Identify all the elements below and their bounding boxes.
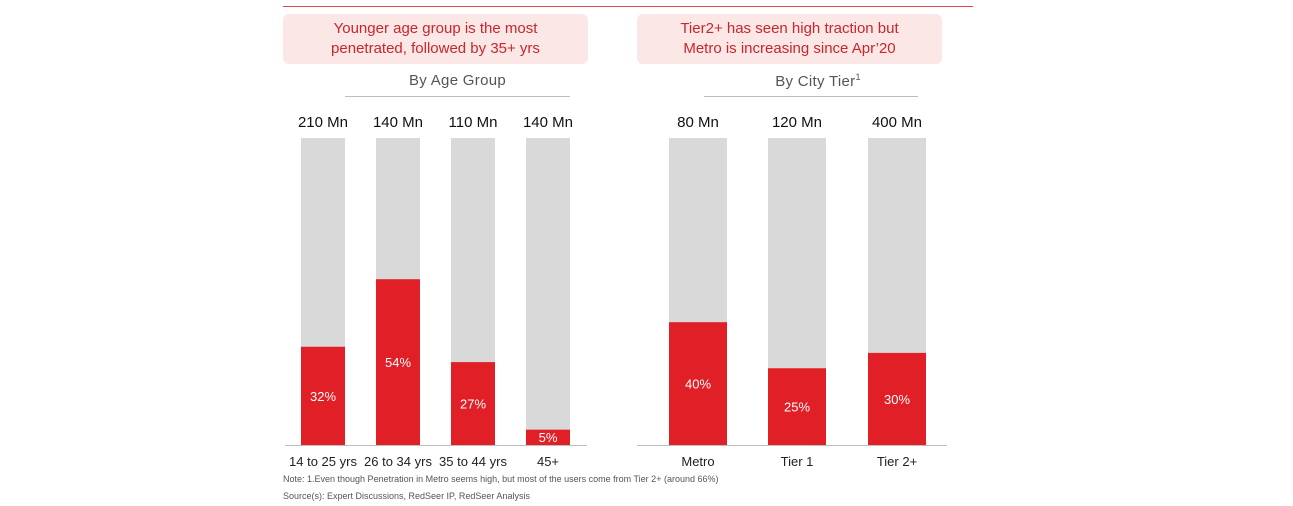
city-value-label-1: 25% (784, 400, 810, 415)
callout-city-line-1: Tier2+ has seen high traction but (680, 20, 899, 37)
callout-age-line-1: Younger age group is the most (333, 20, 538, 37)
footnote: Note: 1.Even though Penetration in Metro… (283, 474, 719, 484)
section-title-age: By Age Group (345, 72, 570, 89)
section-title-city: By City Tier1 (718, 72, 918, 90)
age-bar-0 (301, 346, 345, 445)
age-bar-3 (526, 429, 570, 445)
city-category-label-2: Tier 2+ (877, 454, 917, 469)
age-bar-1 (376, 279, 420, 445)
age-total-label-2: 110 Mn (449, 114, 498, 131)
age-value-label-3: 5% (539, 430, 558, 445)
callout-city-tier: Tier2+ has seen high traction but Metro … (637, 14, 942, 64)
city-value-label-0: 40% (685, 377, 711, 392)
age-category-label-0: 14 to 25 yrs (289, 454, 357, 469)
source-note: Source(s): Expert Discussions, RedSeer I… (283, 491, 530, 501)
age-category-label-1: 26 to 34 yrs (364, 454, 432, 469)
section-rule-age (345, 96, 570, 97)
city-total-label-2: 400 Mn (872, 114, 922, 131)
city-bar-2 (868, 352, 926, 445)
age-category-label-2: 35 to 44 yrs (439, 454, 507, 469)
age-value-label-2: 27% (460, 397, 486, 412)
age-value-label-0: 32% (310, 389, 336, 404)
age-bar-2 (451, 362, 495, 445)
top-divider (283, 6, 973, 7)
callout-age-group: Younger age group is the most penetrated… (283, 14, 588, 64)
callout-city-line-2: Metro is increasing since Apr’20 (683, 40, 896, 57)
age-total-label-1: 140 Mn (373, 114, 423, 131)
section-rule-city (704, 96, 918, 97)
section-title-age-text: By Age Group (409, 72, 506, 89)
city-bar-1 (768, 368, 826, 445)
city-bar-0 (669, 322, 727, 445)
callout-age-line-2: penetrated, followed by 35+ yrs (331, 40, 540, 57)
city-category-label-0: Metro (681, 454, 714, 469)
city-category-label-1: Tier 1 (781, 454, 814, 469)
city-total-label-1: 120 Mn (772, 114, 822, 131)
age-bar-track-3 (526, 138, 570, 445)
section-title-city-text: By City Tier (775, 73, 856, 90)
age-total-label-0: 210 Mn (298, 114, 348, 131)
age-category-label-3: 45+ (537, 454, 559, 469)
age-total-label-3: 140 Mn (523, 114, 573, 131)
city-value-label-2: 30% (884, 392, 910, 407)
age-value-label-1: 54% (385, 355, 411, 370)
section-title-city-sup: 1 (855, 72, 861, 82)
city-total-label-0: 80 Mn (677, 114, 719, 131)
